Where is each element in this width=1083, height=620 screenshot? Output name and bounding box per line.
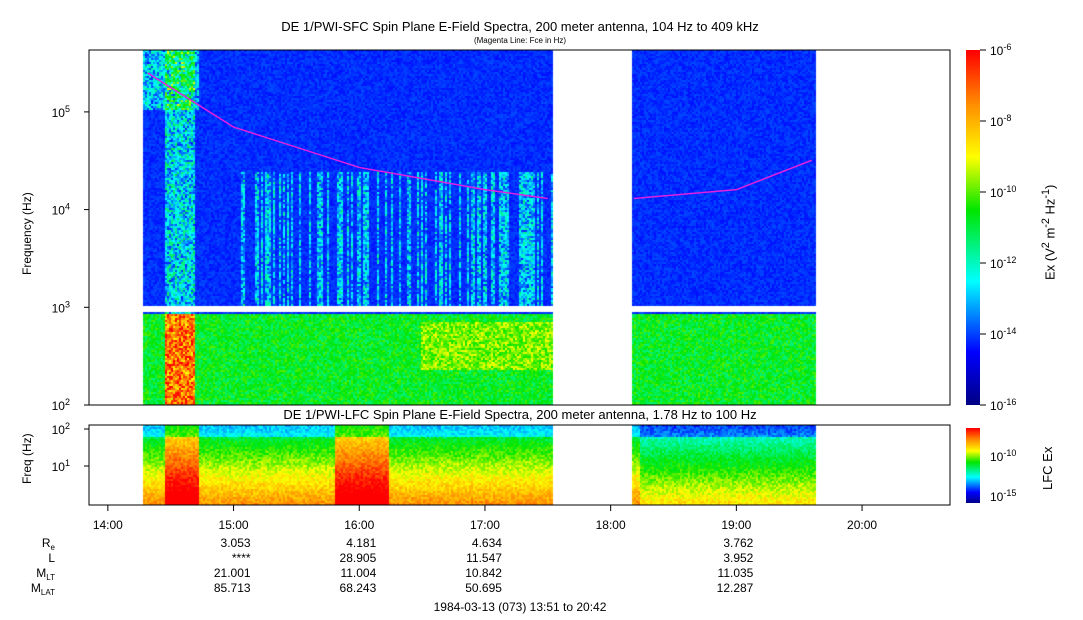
bottom-frame [88,424,951,506]
ephemeris-value: 3.053 [221,536,251,550]
xtick-label: 19:00 [721,518,751,532]
cbar-tick-label: 10-8 [990,113,1011,129]
ytick-label: 102 [52,421,70,437]
ephemeris-value: 3.762 [723,536,753,550]
cbar-tick-label: 10-15 [990,488,1016,504]
ephemeris-value: 68.243 [340,581,377,595]
xtick-label: 20:00 [847,518,877,532]
bottom-ylabel: Freq (Hz) [20,433,34,484]
ephemeris-label: L [48,551,55,565]
ephemeris-value: 4.634 [472,536,502,550]
ephemeris-value: 11.035 [718,566,754,580]
ytick-label: 101 [52,458,70,474]
lfc-spectrogram [89,425,950,505]
cbar-tick-label: 10-14 [990,326,1016,342]
xtick-label: 15:00 [219,518,249,532]
xtick-label: 14:00 [93,518,123,532]
top-subtitle: (Magenta Line: Fce in Hz) [473,36,567,45]
ephemeris-value: 12.287 [717,581,754,595]
bottom-title: DE 1/PWI-LFC Spin Plane E-Field Spectra,… [283,407,757,422]
ephemeris-label: Re [42,536,56,552]
cbar-tick-label: 10-12 [990,255,1016,271]
ytick-label: 102 [52,397,70,413]
ytick-label: 103 [52,299,70,315]
colorbar-sfc [966,50,980,405]
ephemeris-label: MLAT [31,581,55,597]
sfc-spectrogram [89,50,950,405]
top-frame [88,49,951,406]
colorbar-sfc-label: Ex (V2 m-2 Hz-1) [1040,184,1058,280]
ephemeris-label: MLT [36,566,55,582]
ephemeris-value: 11.547 [466,551,502,565]
ephemeris-value: 3.952 [723,551,753,565]
ephemeris-value: 50.695 [465,581,502,595]
colorbar-lfc [966,428,980,503]
ephemeris-value: 11.004 [340,566,376,580]
ephemeris-value: 21.001 [214,566,251,580]
fce-line-2 [633,159,813,200]
xtick-label: 16:00 [344,518,374,532]
ephemeris-value: **** [232,551,251,565]
ephemeris-value: 10.842 [465,566,502,580]
ephemeris-value: 4.181 [346,536,376,550]
xtick-label: 18:00 [596,518,626,532]
fce-line-1 [147,72,548,200]
top-ylabel: Frequency (Hz) [20,192,34,275]
cbar-tick-label: 10-6 [990,42,1011,58]
footer-date: 1984-03-13 (073) 13:51 to 20:42 [433,600,607,614]
cbar-tick-label: 10-16 [990,397,1016,413]
ytick-label: 104 [52,202,70,218]
ephemeris-value: 28.905 [340,551,377,565]
xtick-label: 17:00 [470,518,500,532]
ytick-label: 105 [52,104,70,120]
colorbar-lfc-label: LFC Ex [1040,446,1055,490]
cbar-tick-label: 10-10 [990,448,1016,464]
top-title: DE 1/PWI-SFC Spin Plane E-Field Spectra,… [281,19,759,34]
ephemeris-value: 85.713 [214,581,251,595]
cbar-tick-label: 10-10 [990,184,1016,200]
